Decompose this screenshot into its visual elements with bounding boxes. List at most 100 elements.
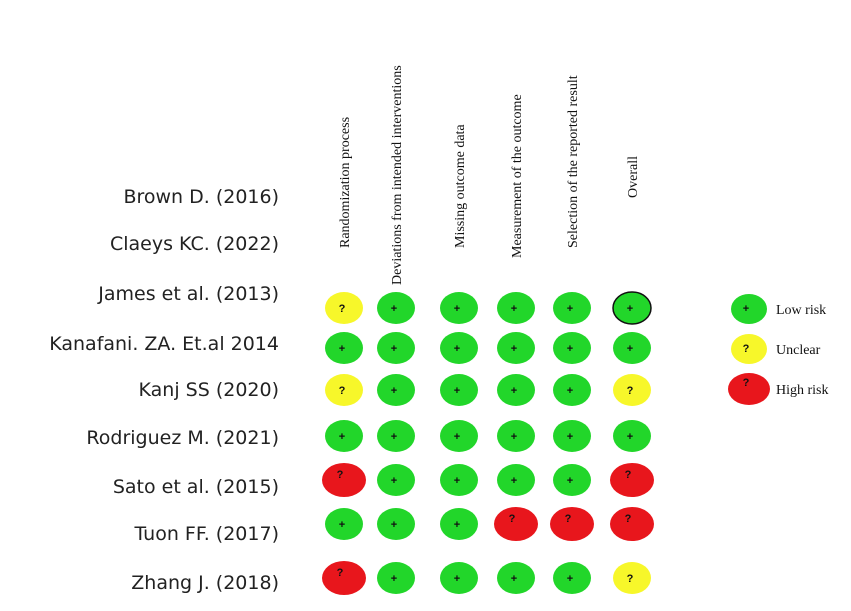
judgement-symbol: + [511,303,517,315]
judgement-symbol: ? [509,513,516,525]
domain-labels: Randomization process Deviations from int… [338,65,641,285]
judgement-symbol: + [454,303,460,315]
judgement-symbol: + [511,343,517,355]
judgement-symbol: + [339,519,345,531]
judgement-cell: + [497,292,535,324]
judgement-marker-high [494,507,538,541]
domain-label: Selection of the reported result [566,75,581,248]
judgement-marker-low [553,332,591,364]
judgement-marker-unclear [613,562,651,594]
judgement-cell: + [553,374,591,406]
judgement-marker-low [612,291,652,325]
judgement-symbol: + [627,343,633,355]
judgement-symbol: + [391,385,397,397]
legend-marker [731,334,767,364]
judgement-cell: ? [494,507,538,541]
judgement-cell: ? [325,374,363,406]
judgement-cell: + [497,562,535,594]
judgement-symbol: ? [337,469,344,481]
judgement-marker-unclear [325,374,363,406]
judgement-symbol: + [391,573,397,585]
study-label: Tuon FF. (2017) [133,523,279,545]
judgement-marker-low [497,562,535,594]
judgement-marker-low [553,562,591,594]
judgement-cell: + [553,292,591,324]
legend-symbol: ? [743,377,750,389]
judgement-cell: + [497,332,535,364]
judgement-marker-low [377,508,415,540]
judgement-cell: ? [322,561,366,595]
domain-label: Missing outcome data [453,124,468,248]
judgement-symbol: + [391,475,397,487]
judgement-symbol: + [391,303,397,315]
judgement-symbol: ? [565,513,572,525]
judgement-symbol: + [454,475,460,487]
judgement-cell: + [497,464,535,496]
judgement-cell: + [440,374,478,406]
judgement-marker-low [497,332,535,364]
domain-label: Randomization process [338,117,353,248]
judgement-symbol: + [567,303,573,315]
judgement-cell: + [440,292,478,324]
judgement-cell: + [440,332,478,364]
judgement-symbol: + [454,343,460,355]
judgement-symbol: + [567,431,573,443]
judgement-cell: ? [610,507,654,541]
judgement-marker-low [553,374,591,406]
judgement-marker-low [613,332,651,364]
judgement-cell: + [377,420,415,452]
judgement-cell: ? [322,463,366,497]
judgement-symbol: + [511,573,517,585]
judgement-cell: + [325,332,363,364]
judgement-symbol: + [511,475,517,487]
judgement-symbol: + [567,573,573,585]
legend-label: High risk [776,383,829,398]
judgement-symbol: + [391,431,397,443]
legend-symbol: + [743,303,749,315]
judgement-symbol: + [567,343,573,355]
judgement-cell: + [613,332,651,364]
judgement-cell: + [497,420,535,452]
study-label: Kanafani. ZA. Et.al 2014 [49,333,279,355]
judgement-marker-unclear [613,374,651,406]
legend-item-unclear: ? Unclear [731,334,821,364]
legend-symbol: ? [743,343,750,355]
legend-label: Low risk [776,303,826,318]
judgement-symbol: + [567,475,573,487]
judgement-marker-high [550,507,594,541]
judgement-cell: ? [610,463,654,497]
domain-label: Measurement of the outcome [510,94,525,258]
legend-marker [728,373,770,405]
judgement-symbol: + [454,385,460,397]
judgement-cell: + [553,464,591,496]
judgement-symbol: + [339,343,345,355]
judgement-symbol: + [391,343,397,355]
judgement-cell: + [377,464,415,496]
judgement-marker-low [377,332,415,364]
study-label: Zhang J. (2018) [131,572,279,594]
judgement-cell: ? [613,562,651,594]
judgement-marker-low [440,420,478,452]
judgement-marker-low [553,292,591,324]
judgement-marker-low [497,420,535,452]
judgement-marker-low [377,420,415,452]
study-label: Sato et al. (2015) [113,476,279,498]
judgement-marker-low [325,332,363,364]
judgement-cell: + [553,562,591,594]
judgement-cell: + [325,420,363,452]
judgement-symbol: + [391,519,397,531]
judgement-cell: + [377,292,415,324]
judgement-marker-low [440,562,478,594]
judgement-cell: + [377,508,415,540]
judgement-marker-low [440,464,478,496]
judgement-symbol: ? [627,385,634,397]
judgement-cell: + [325,508,363,540]
study-labels: Brown D. (2016) Claeys KC. (2022) James et… [49,186,279,594]
judgement-symbol: + [627,431,633,443]
legend-item-low: + Low risk [731,294,826,324]
judgement-marker-low [553,464,591,496]
judgement-cell: + [440,420,478,452]
judgement-marker-low [377,562,415,594]
judgement-marker-low [377,374,415,406]
